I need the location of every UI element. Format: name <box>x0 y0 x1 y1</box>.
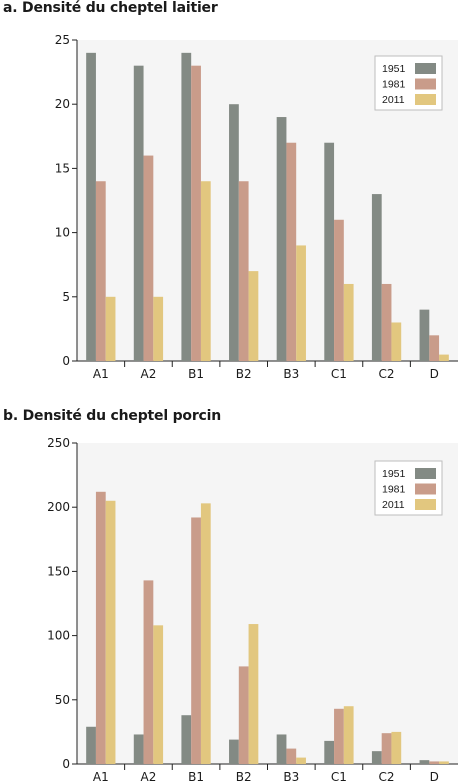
chart-a-bar-2011-B1 <box>200 181 211 361</box>
chart-b-y-tick-label: 250 <box>47 436 70 450</box>
chart-a-legend-swatch-1981 <box>415 78 436 90</box>
chart-a-bar-2011-C1 <box>343 283 354 361</box>
chart-a-bar-1951-A1 <box>86 52 96 362</box>
chart-a-bar-2011-C2 <box>391 322 402 361</box>
chart-a-bar-1981-D <box>429 335 440 361</box>
chart-a-bar-1981-A1 <box>95 181 106 361</box>
chart-a: 0 5 10 15 20 25 A1 A2 B1 B2 B3 C1 C2 D 1951 1981 2011 <box>55 33 458 381</box>
chart-a-bar-2011-A1 <box>105 296 116 361</box>
chart-a-legend-swatch-2011 <box>415 94 436 105</box>
chart-b-y-tick-label: 150 <box>47 564 70 578</box>
chart-b-bar-2011-B2 <box>248 624 259 764</box>
chart-b-bar-1951-C2 <box>371 751 382 764</box>
chart-b-x-tick-label: C1 <box>331 770 347 782</box>
chart-b-x-tick-label: C2 <box>379 770 395 782</box>
chart-a-bar-1951-B3 <box>276 117 287 361</box>
chart-b-legend-label: 1981 <box>382 484 406 496</box>
chart-b-bar-2011-B3 <box>296 757 306 764</box>
chart-a-bar-2011-A2 <box>153 296 164 361</box>
chart-b-x-tick-label: B1 <box>188 770 204 782</box>
chart-b-bar-2011-B1 <box>200 503 211 764</box>
chart-a-x-tick-label: D <box>430 367 439 381</box>
chart-b-bar-2011-A2 <box>153 625 164 764</box>
chart-b-bar-1981-C2 <box>381 733 392 764</box>
chart-a-bar-1951-C1 <box>324 142 335 361</box>
chart-b-bar-1951-A1 <box>86 726 96 764</box>
chart-b-x-tick-label: A1 <box>93 770 109 782</box>
chart-b-bar-2011-C2 <box>391 731 402 764</box>
chart-a-bar-1981-C1 <box>334 219 344 361</box>
chart-b-bar-2011-C1 <box>343 706 354 764</box>
chart-a-bar-2011-B3 <box>296 245 306 361</box>
chart-b-bar-1951-B2 <box>229 739 239 764</box>
chart-a-y-tick-label: 5 <box>62 290 70 304</box>
chart-b-bar-1981-B2 <box>238 666 249 764</box>
chart-a-x-tick-label: B1 <box>188 367 204 381</box>
chart-a-y-tick-label: 25 <box>55 33 70 47</box>
chart-a-y-tick-label: 10 <box>55 226 70 240</box>
chart-a-bar-1981-B2 <box>238 181 249 361</box>
chart-a-legend-label: 1981 <box>382 79 406 91</box>
chart-a-bar-2011-B2 <box>248 271 259 361</box>
chart-b-bar-2011-A1 <box>105 500 116 764</box>
chart-b-legend-swatch-1981 <box>415 483 436 495</box>
chart-b-bar-1951-C1 <box>324 740 335 764</box>
chart-b-x-tick-label: D <box>430 770 439 782</box>
chart-b-bar-1951-B3 <box>276 734 287 764</box>
chart-b-bar-2011-D <box>439 761 449 764</box>
chart-b-bar-1981-A1 <box>95 491 106 764</box>
chart-b-bar-1981-A2 <box>143 580 154 764</box>
chart-a-x-tick-label: C1 <box>331 367 347 381</box>
chart-a-legend-label: 1951 <box>382 63 406 75</box>
chart-a-bar-2011-D <box>439 354 449 361</box>
chart-b-legend-swatch-2011 <box>415 499 436 510</box>
chart-b-bar-1951-A2 <box>133 734 144 764</box>
chart-b-y-tick-label: 200 <box>47 500 70 514</box>
chart-b-x-tick-label: A2 <box>141 770 157 782</box>
chart-b-bar-1981-B3 <box>286 748 297 764</box>
chart-b-y-tick-label: 50 <box>55 693 70 707</box>
chart-b-bar-1981-C1 <box>334 708 344 764</box>
chart-a-y-tick-label: 20 <box>55 97 70 111</box>
chart-b-x-tick-label: B3 <box>283 770 299 782</box>
chart-a-bar-1951-B2 <box>229 104 239 361</box>
chart-b-bar-1951-B1 <box>181 715 192 764</box>
chart-b-x-tick-label: B2 <box>236 770 252 782</box>
chart-a-bar-1981-C2 <box>381 283 392 361</box>
chart-a-bar-1981-A2 <box>143 155 154 361</box>
chart-b-y-tick-label: 100 <box>47 629 70 643</box>
chart-a-bar-1951-D <box>419 309 430 361</box>
chart-a-bar-1981-B3 <box>286 142 297 361</box>
chart-a-bar-1951-B1 <box>181 52 192 362</box>
chart-a-x-tick-label: B2 <box>236 367 252 381</box>
chart-a-legend-swatch-1951 <box>415 63 436 74</box>
chart-a-legend-label: 2011 <box>382 94 405 106</box>
chart-b-bar-1981-D <box>429 761 440 764</box>
chart-a-x-tick-label: A1 <box>93 367 109 381</box>
chart-a-x-tick-label: B3 <box>283 367 299 381</box>
chart-a-x-tick-label: A2 <box>141 367 157 381</box>
chart-a-x-tick-label: C2 <box>379 367 395 381</box>
chart-a-bar-1951-A2 <box>133 65 144 362</box>
chart-b-bar-1981-B1 <box>191 517 201 764</box>
chart-b-legend-label: 2011 <box>382 499 405 511</box>
chart-a-y-tick-label: 0 <box>62 354 70 368</box>
chart-a-title: a. Densité du cheptel laitier <box>3 0 218 16</box>
chart-a-bar-1981-B1 <box>191 65 201 362</box>
chart-b-title: b. Densité du cheptel porcin <box>3 408 222 424</box>
chart-a-y-tick-label: 15 <box>55 161 70 175</box>
chart-b-legend-label: 1951 <box>382 468 406 480</box>
chart-b-y-tick-label: 0 <box>62 757 70 771</box>
chart-b-legend-swatch-1951 <box>415 468 436 479</box>
chart-b-bar-1951-D <box>419 760 430 764</box>
chart-a-bar-1951-C2 <box>371 194 382 361</box>
